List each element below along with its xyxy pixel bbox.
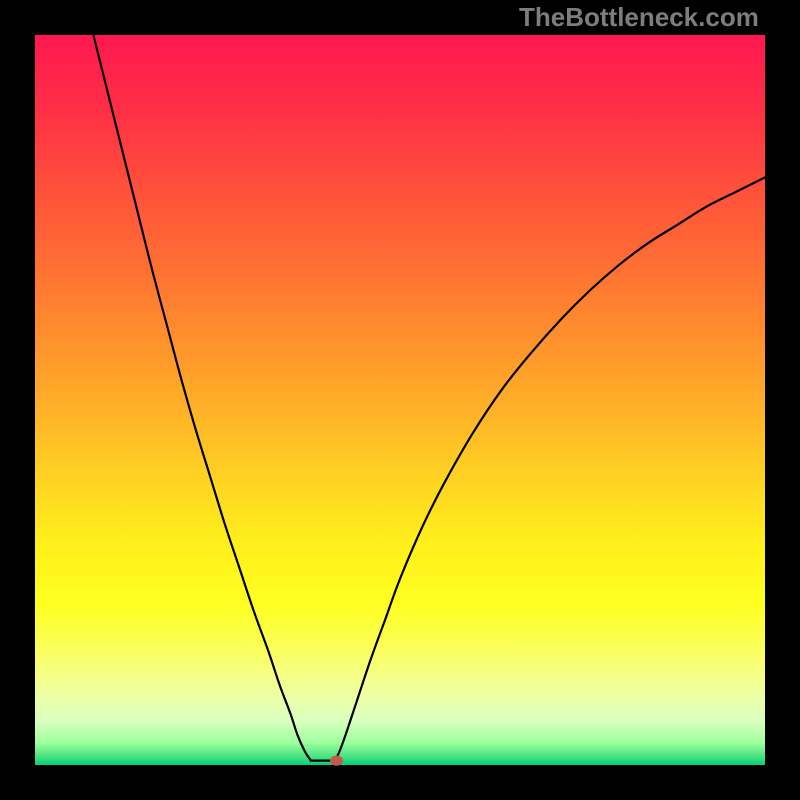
watermark-text: TheBottleneck.com [519, 2, 759, 33]
plot-background [35, 35, 765, 765]
chart-container: TheBottleneck.com [0, 0, 800, 800]
